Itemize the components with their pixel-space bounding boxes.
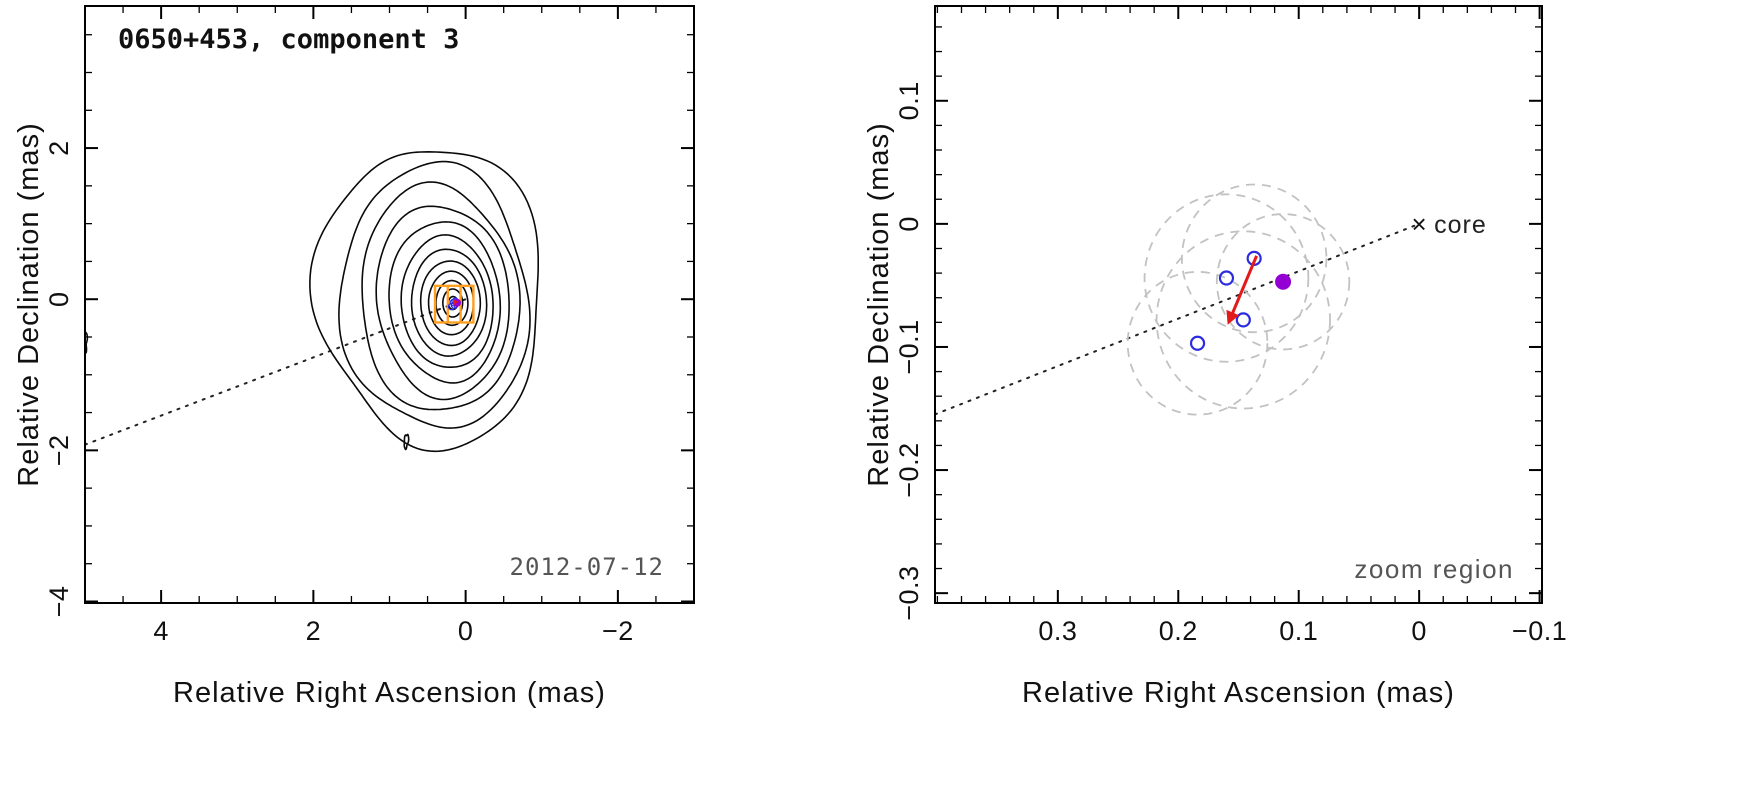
x-tick-label: 0.3 <box>1038 616 1077 646</box>
y-tick-label: 0 <box>44 291 74 307</box>
x-tick-label: 4 <box>153 616 169 646</box>
y-tick-label: −4 <box>44 586 74 618</box>
y-tick-label: 0 <box>894 216 924 232</box>
contour-line <box>419 260 482 347</box>
epoch-position-marker <box>1218 270 1235 286</box>
x-tick-label: 0.1 <box>1279 616 1318 646</box>
contour-line <box>309 151 539 453</box>
x-tick-label: 0 <box>1411 616 1427 646</box>
zoom-region-label: zoom region <box>1354 554 1514 584</box>
contour-line <box>375 205 510 401</box>
y-tick-label: −0.3 <box>894 565 924 620</box>
component-size-circle <box>1126 270 1269 416</box>
y-axis-label: Relative Declination (mas) <box>863 122 895 486</box>
epoch-position-marker <box>447 302 456 311</box>
component-size-circle <box>1155 230 1331 410</box>
contour-line <box>338 160 531 429</box>
panel-content <box>85 151 539 453</box>
contour-line <box>361 181 521 411</box>
core-marker-icon: × <box>1412 209 1427 239</box>
motion-arrow-head <box>453 299 459 306</box>
component-size-circle <box>1143 193 1310 363</box>
motion-arrow <box>1230 255 1258 316</box>
x-tick-label: 0.2 <box>1159 616 1198 646</box>
panel-title: 0650+453, component 3 <box>118 24 459 55</box>
zoom-region-box <box>433 284 475 324</box>
x-tick-label: 0 <box>458 616 474 646</box>
artifact-contour <box>85 330 89 355</box>
jet-axis-line <box>935 222 1421 416</box>
panel-right: 0.3 0.2 0.1 0 −0.1 0.1 0 −0.1 −0.2 −0.3 Relative R… <box>863 5 1567 709</box>
x-axis-label: Relative Right Ascension (mas) <box>1022 677 1455 709</box>
contour-line <box>410 248 488 357</box>
core-label: core <box>1434 211 1487 239</box>
x-tick-label: −0.1 <box>1512 616 1567 646</box>
jet-axis-line <box>85 298 467 446</box>
epoch-position-marker <box>1189 335 1206 351</box>
panel-content <box>935 183 1421 416</box>
epoch-position-marker <box>1235 312 1251 328</box>
x-tick-label: −2 <box>602 616 634 646</box>
y-tick-label: −0.2 <box>894 442 924 497</box>
contour-line <box>400 234 494 368</box>
motion-arrow-head <box>1226 309 1240 325</box>
x-axis-label: Relative Right Ascension (mas) <box>173 677 606 709</box>
y-tick-label: 2 <box>44 140 74 156</box>
component-size-circle <box>1215 213 1351 351</box>
plot-frame <box>934 5 1543 604</box>
y-tick-label: −2 <box>44 434 74 466</box>
y-tick-label: 0.1 <box>894 81 924 120</box>
y-axis-label: Relative Declination (mas) <box>13 122 45 486</box>
x-tick-label: 2 <box>306 616 322 646</box>
artifact-contour <box>403 433 410 451</box>
epoch-date-label: 2012-07-12 <box>510 553 665 581</box>
mean-position-marker <box>1275 273 1292 290</box>
panel-left: 4 2 0 −2 2 0 −2 −4 Relative Right Ascension (mas… <box>13 5 695 709</box>
contour-line <box>388 221 502 384</box>
y-tick-label: −0.1 <box>894 319 924 374</box>
